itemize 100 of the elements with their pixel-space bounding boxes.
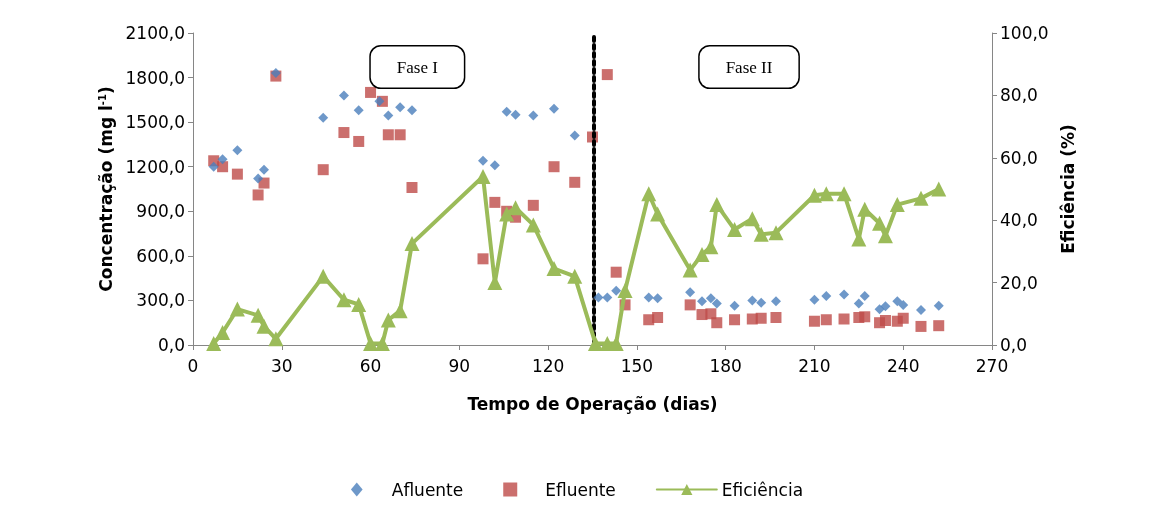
legend-label: Efluente <box>545 479 616 500</box>
legend-label: Eficiência <box>721 479 804 500</box>
point <box>253 173 264 184</box>
point <box>727 222 743 238</box>
point <box>694 247 710 263</box>
point <box>353 105 364 116</box>
point <box>259 164 270 175</box>
point <box>567 268 583 284</box>
point <box>820 314 832 326</box>
point <box>548 161 560 173</box>
x-axis-title: Tempo de Operação (dias) <box>467 393 718 414</box>
point <box>770 312 782 324</box>
point <box>383 110 394 121</box>
point <box>897 312 909 324</box>
y-tick-label: 1800,0 <box>125 67 185 88</box>
point <box>933 300 944 311</box>
point <box>365 86 377 98</box>
point <box>602 292 613 303</box>
point <box>336 292 352 308</box>
x-tick-label: 270 <box>975 355 1009 376</box>
point <box>363 335 379 351</box>
point <box>206 335 222 351</box>
point <box>406 182 418 194</box>
point <box>404 236 420 252</box>
point <box>836 186 852 202</box>
point <box>859 290 870 301</box>
point <box>641 186 657 202</box>
point <box>353 135 365 147</box>
point <box>217 154 228 165</box>
point <box>808 315 820 327</box>
point <box>351 296 367 312</box>
point <box>317 164 329 176</box>
point <box>229 301 245 317</box>
point <box>406 105 417 116</box>
x-tick-label: 120 <box>531 355 565 376</box>
point <box>915 320 927 332</box>
point <box>380 312 396 328</box>
point <box>258 177 270 189</box>
point <box>617 282 633 298</box>
point <box>729 300 740 311</box>
point <box>489 196 501 208</box>
point <box>889 197 905 213</box>
point <box>839 289 850 300</box>
point <box>729 314 741 326</box>
point <box>252 189 264 201</box>
y-tick-label: 600,0 <box>136 245 185 266</box>
point <box>877 228 893 244</box>
point <box>818 186 834 202</box>
y2-axis-title: Eficiência (%) <box>1058 124 1079 254</box>
y-tick-label: 900,0 <box>136 201 185 222</box>
x-tick-label: 150 <box>620 355 654 376</box>
point <box>250 307 266 323</box>
x-tick-label: 240 <box>887 355 920 376</box>
point <box>809 294 820 305</box>
y-tick-label: 1500,0 <box>125 112 185 133</box>
point <box>315 268 331 284</box>
annotation: Fase II <box>725 57 773 77</box>
point <box>587 335 603 351</box>
point <box>256 318 272 334</box>
y2-tick-label: 100,0 <box>1000 23 1049 43</box>
point <box>549 103 560 114</box>
y2-tick-label: 80,0 <box>1000 85 1038 106</box>
point <box>872 215 888 231</box>
point <box>755 312 767 324</box>
x-tick-label: 60 <box>359 355 382 376</box>
y2-tick-label: 0,0 <box>1000 335 1028 355</box>
point <box>374 335 390 351</box>
point <box>318 112 329 123</box>
point <box>744 211 760 227</box>
point <box>753 226 769 242</box>
point <box>215 325 231 341</box>
y2-tick-label: 60,0 <box>1000 147 1038 168</box>
annotation: Fase I <box>396 57 439 77</box>
point <box>915 305 926 316</box>
y-axis-title: Concentração (mg l-1) <box>96 86 117 292</box>
point <box>528 110 539 121</box>
point <box>838 313 850 325</box>
point <box>525 217 541 233</box>
point <box>643 292 654 303</box>
point <box>711 298 722 309</box>
point <box>931 181 947 197</box>
legend-label: Afluente <box>391 479 464 500</box>
y2-tick-label: 20,0 <box>1000 272 1038 293</box>
point <box>682 262 698 278</box>
y2-tick-label: 40,0 <box>1000 210 1038 231</box>
point <box>546 261 562 277</box>
point <box>601 69 613 81</box>
x-tick-label: 30 <box>270 355 293 376</box>
point <box>770 296 781 307</box>
point <box>231 168 243 180</box>
point <box>880 301 891 312</box>
point <box>610 266 622 278</box>
point <box>650 206 666 222</box>
point <box>338 90 349 101</box>
point <box>705 293 716 304</box>
point <box>898 299 909 310</box>
point <box>489 160 500 171</box>
point <box>892 296 903 307</box>
point <box>477 253 489 265</box>
point <box>705 308 717 320</box>
